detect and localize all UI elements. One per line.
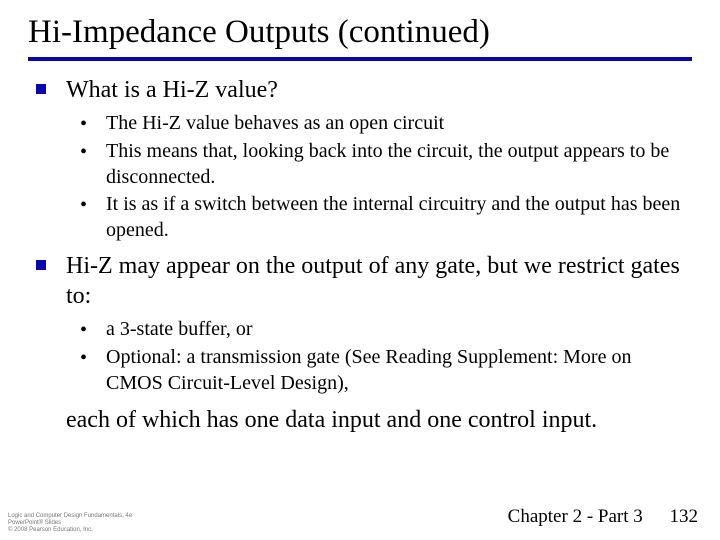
section1-item: The Hi-Z value behaves as an open circui… [106, 111, 444, 137]
dot-bullet-icon: • [78, 139, 106, 165]
bullet-level2: • This means that, looking back into the… [78, 139, 688, 190]
slide: Hi-Impedance Outputs (continued) What is… [0, 0, 720, 540]
section1-item: This means that, looking back into the c… [106, 139, 688, 190]
section1-heading: What is a Hi-Z value? [66, 75, 278, 105]
footer-right: Chapter 2 - Part 3 132 [508, 506, 698, 528]
chapter-label: Chapter 2 - Part 3 [508, 506, 643, 527]
bullet-level1: Hi-Z may appear on the output of any gat… [32, 251, 688, 311]
bullet-level2: • Optional: a transmission gate (See Rea… [78, 345, 688, 396]
section1-items: • The Hi-Z value behaves as an open circ… [78, 111, 688, 243]
dot-bullet-icon: • [78, 111, 106, 137]
dot-bullet-icon: • [78, 317, 106, 343]
dot-bullet-icon: • [78, 345, 106, 371]
section2-item: a 3-state buffer, or [106, 317, 253, 343]
bullet-level2: • It is as if a switch between the inter… [78, 192, 688, 243]
bullet-level1: What is a Hi-Z value? [32, 75, 688, 105]
bullet-level2: • a 3-state buffer, or [78, 317, 688, 343]
section2-item: Optional: a transmission gate (See Readi… [106, 345, 688, 396]
footer-credit: Logic and Computer Design Fundamentals, … [8, 513, 132, 534]
slide-content: What is a Hi-Z value? • The Hi-Z value b… [28, 75, 692, 435]
square-bullet-icon [36, 260, 46, 270]
section2-items: • a 3-state buffer, or • Optional: a tra… [78, 317, 688, 396]
section2-trailing: each of which has one data input and one… [66, 405, 688, 435]
section2-heading: Hi-Z may appear on the output of any gat… [66, 251, 688, 311]
dot-bullet-icon: • [78, 192, 106, 218]
footer-credit-line: © 2008 Pearson Education, Inc. [8, 527, 132, 534]
square-bullet-icon [36, 84, 46, 94]
title-rule [28, 57, 692, 61]
page-number: 132 [670, 506, 699, 527]
section1-item: It is as if a switch between the interna… [106, 192, 688, 243]
slide-title: Hi-Impedance Outputs (continued) [28, 14, 692, 51]
bullet-level2: • The Hi-Z value behaves as an open circ… [78, 111, 688, 137]
